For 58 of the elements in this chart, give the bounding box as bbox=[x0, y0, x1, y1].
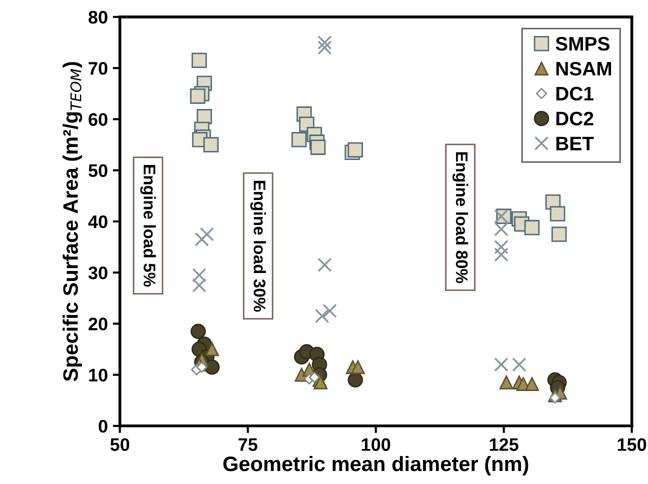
point bbox=[317, 258, 332, 272]
legend-label: DC1 bbox=[556, 86, 594, 101]
point bbox=[348, 372, 364, 388]
point bbox=[494, 240, 508, 254]
point bbox=[192, 278, 206, 292]
point bbox=[314, 376, 328, 390]
point bbox=[190, 88, 206, 104]
point bbox=[494, 248, 508, 262]
y-tick-label: 40 bbox=[88, 215, 108, 228]
annotation: Engine load 30% bbox=[250, 180, 266, 312]
annotation: Engine load 80% bbox=[452, 152, 468, 284]
point bbox=[205, 342, 219, 356]
x-tick-label: 50 bbox=[110, 438, 130, 451]
point bbox=[524, 220, 540, 236]
y-tick-label: 50 bbox=[88, 164, 108, 178]
y-tick-label: 80 bbox=[88, 10, 108, 24]
point bbox=[196, 108, 212, 124]
point bbox=[317, 40, 332, 55]
x-axis-title: Geometric mean diameter (nm) bbox=[223, 456, 528, 476]
point bbox=[310, 140, 326, 155]
point bbox=[194, 232, 209, 246]
legend-label: BET bbox=[556, 136, 594, 150]
y-tick-label: 30 bbox=[88, 266, 108, 280]
point bbox=[317, 35, 332, 50]
legend-label: SMPS bbox=[556, 36, 610, 51]
point bbox=[322, 304, 337, 318]
annotation: Engine load 5% bbox=[140, 165, 156, 287]
point bbox=[551, 226, 567, 242]
x-tick-label: 125 bbox=[490, 438, 518, 451]
x-tick-label: 150 bbox=[618, 438, 646, 451]
y-tick-label: 60 bbox=[88, 113, 108, 126]
y-tick-label: 10 bbox=[89, 368, 108, 382]
point bbox=[549, 392, 561, 404]
point bbox=[192, 268, 206, 282]
point bbox=[550, 206, 566, 222]
y-tick-label: 0 bbox=[98, 420, 108, 433]
point bbox=[190, 324, 206, 339]
legend-label: NSAM bbox=[556, 62, 612, 76]
legend-label: DC2 bbox=[556, 112, 594, 126]
point bbox=[308, 372, 320, 383]
point bbox=[291, 132, 307, 148]
point bbox=[350, 360, 365, 374]
y-tick-label: 20 bbox=[88, 318, 108, 330]
y-axis-title: Specific Surface Area (m²/g$_{TEOM}$) bbox=[62, 62, 82, 382]
x-tick-label: 75 bbox=[238, 438, 258, 451]
point bbox=[348, 142, 364, 158]
point bbox=[499, 376, 514, 390]
x-tick-label: 100 bbox=[362, 438, 390, 451]
point bbox=[200, 227, 214, 242]
point bbox=[494, 357, 508, 372]
point bbox=[494, 209, 508, 224]
point bbox=[192, 52, 207, 68]
point bbox=[494, 222, 508, 236]
point bbox=[525, 377, 539, 391]
point bbox=[512, 357, 526, 372]
y-tick-label: 70 bbox=[88, 62, 108, 75]
point bbox=[314, 308, 330, 324]
point bbox=[203, 137, 219, 152]
